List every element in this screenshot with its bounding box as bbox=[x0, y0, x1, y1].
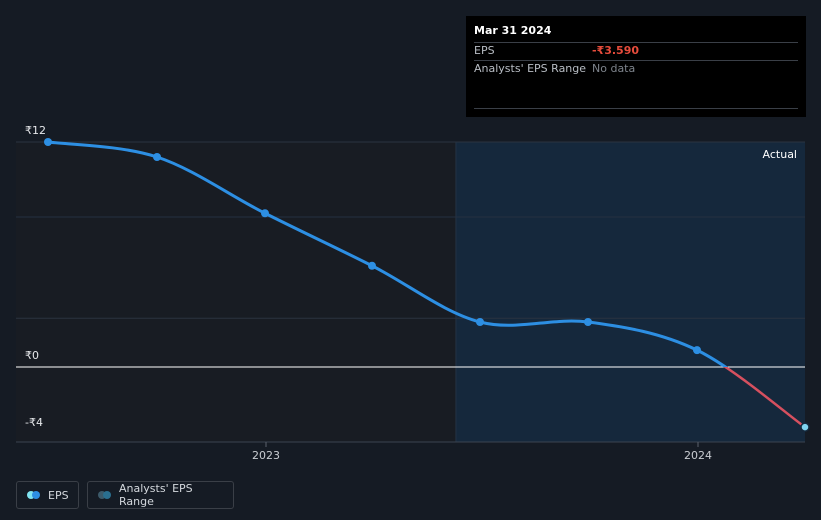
y-tick-label: ₹0 bbox=[25, 349, 39, 362]
x-tick-label: 2023 bbox=[252, 449, 280, 462]
eps-point bbox=[261, 209, 269, 218]
legend-item-range[interactable]: Analysts' EPS Range bbox=[87, 481, 234, 509]
x-tick-label: 2024 bbox=[684, 449, 712, 462]
eps-point bbox=[368, 261, 376, 270]
eps-point bbox=[44, 138, 52, 146]
y-tick-label: ₹12 bbox=[25, 124, 46, 137]
range-legend-icon bbox=[98, 491, 111, 499]
legend-range-label: Analysts' EPS Range bbox=[119, 482, 193, 508]
tooltip-eps-value: -₹3.590 bbox=[592, 44, 640, 57]
tooltip-row-range: Analysts' EPS Range No data bbox=[474, 60, 798, 78]
tooltip-range-label: Analysts' EPS Range bbox=[474, 62, 587, 75]
actual-label: Actual bbox=[763, 148, 797, 161]
eps-legend-icon bbox=[27, 491, 40, 499]
tooltip-date: Mar 31 2024 bbox=[474, 24, 552, 37]
actual-region bbox=[455, 142, 805, 442]
tooltip-row-eps: EPS -₹3.590 bbox=[474, 42, 798, 60]
eps-point bbox=[584, 318, 592, 326]
tooltip-eps-label: EPS bbox=[474, 44, 495, 57]
past-region bbox=[16, 142, 456, 442]
legend-item-eps[interactable]: EPS bbox=[16, 481, 79, 509]
eps-point-highlight bbox=[800, 422, 810, 432]
tooltip: Mar 31 2024 EPS -₹3.590 Analysts' EPS Ra… bbox=[466, 16, 806, 117]
legend-eps-label: EPS bbox=[48, 488, 69, 502]
eps-point bbox=[153, 153, 161, 161]
eps-point bbox=[476, 318, 484, 326]
y-tick-label: -₹4 bbox=[25, 416, 43, 429]
eps-point bbox=[693, 346, 701, 355]
tooltip-divider bbox=[474, 108, 798, 109]
tooltip-range-value: No data bbox=[592, 62, 636, 75]
eps-line-positive bbox=[47, 140, 729, 367]
